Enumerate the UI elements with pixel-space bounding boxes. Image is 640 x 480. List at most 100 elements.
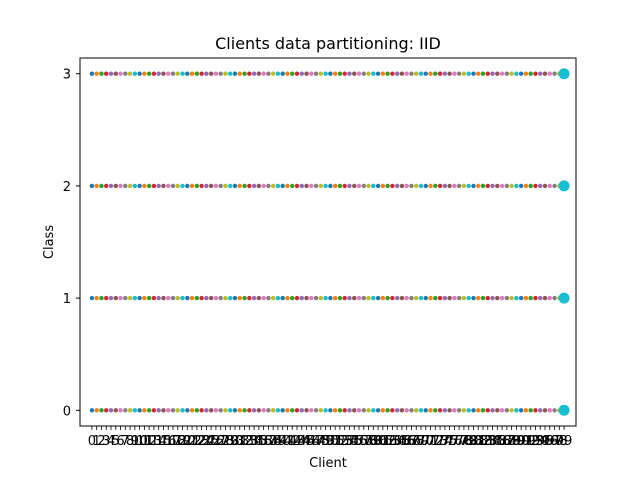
x-tick-label: 16 [160,434,177,449]
data-point [528,295,533,301]
data-point [499,408,505,413]
data-point [146,295,152,301]
x-axis: 0123456789101112131415161718192021222324… [88,426,572,449]
data-point [366,295,371,301]
data-point [461,183,467,189]
data-point [328,183,333,189]
data-point [189,295,195,301]
data-point [456,183,462,189]
data-point [204,183,209,189]
data-point [151,71,157,76]
data-point [390,71,395,76]
data-point [399,295,405,301]
data-point [213,183,219,189]
x-tick-label: 57 [355,434,372,449]
x-tick-label: 74 [437,434,454,449]
data-point [485,408,490,413]
data-point [375,408,381,413]
x-tick-label: 60 [370,434,387,449]
data-point [518,71,524,76]
x-tick-label: 95 [537,434,554,449]
data-point [285,295,290,301]
data-point [194,183,200,189]
data-point [471,71,476,76]
x-tick-label: 34 [246,434,263,449]
data-point [433,295,438,301]
data-point [175,183,180,189]
data-point [213,408,219,413]
x-tick-label: 89 [508,434,525,449]
data-point [156,408,161,413]
data-point [127,295,133,301]
x-tick-label: 9 [131,434,139,449]
x-tick-label: 17 [165,434,182,449]
x-tick-label: 23 [193,434,210,449]
data-point [213,295,219,301]
data-point [170,71,176,76]
data-point [423,183,428,189]
data-point [514,183,519,189]
data-point [194,71,200,76]
x-tick-label: 14 [150,434,167,449]
data-point [456,295,462,301]
x-tick-label: 27 [212,434,229,449]
data-point [437,71,443,76]
y-tick-label: 2 [63,180,71,195]
data-point [189,183,195,189]
data-point [361,183,366,189]
data-point [385,71,390,76]
data-point [123,71,128,76]
data-point [285,71,290,76]
x-tick-label: 62 [379,434,396,449]
data-point [414,408,419,413]
data-point [199,295,204,301]
x-tick-label: 47 [308,434,325,449]
data-point [151,183,157,189]
x-tick-label: 8 [126,434,134,449]
data-point [318,71,324,76]
x-tick-label: 32 [236,434,253,449]
data-point [523,183,529,189]
data-point [361,408,366,413]
data-point [170,295,176,301]
data-point [232,295,238,301]
x-tick-label: 64 [389,434,406,449]
data-point [146,408,152,413]
x-tick-label: 31 [231,434,248,449]
data-point [175,295,180,301]
x-tick-label: 76 [446,434,463,449]
data-point [313,71,319,76]
data-point [218,71,223,76]
data-points [89,68,570,416]
x-tick-label: 69 [413,434,430,449]
x-tick-label: 19 [174,434,191,449]
data-point [194,295,200,301]
data-point [356,295,362,301]
data-point [409,295,414,301]
data-point [318,295,324,301]
x-tick-label: 54 [341,434,358,449]
x-tick-label: 35 [251,434,268,449]
data-point [299,295,304,301]
x-tick-label: 10 [131,434,148,449]
data-point [223,71,228,76]
data-point [185,183,190,189]
data-point [309,183,314,189]
data-point [208,295,214,301]
data-point [137,408,142,413]
data-point [375,183,381,189]
x-tick-label: 7 [121,434,129,449]
data-point [390,183,395,189]
x-tick-label: 71 [422,434,439,449]
data-point [294,183,300,189]
data-point [552,295,557,301]
data-point [199,183,204,189]
data-point [123,295,128,301]
x-tick-label: 3 [102,434,110,449]
data-point [313,295,319,301]
data-point [485,183,490,189]
data-point [533,183,538,189]
data-point [442,295,448,301]
x-tick-label: 36 [255,434,272,449]
data-point [328,408,333,413]
